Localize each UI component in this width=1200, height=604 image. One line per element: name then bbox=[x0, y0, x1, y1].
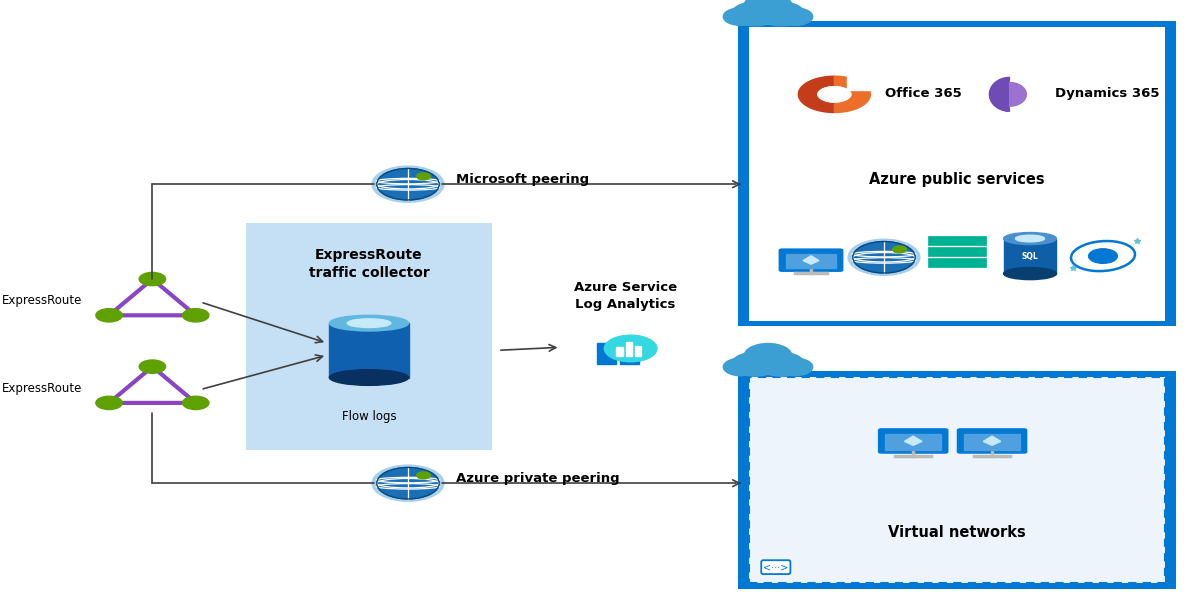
Ellipse shape bbox=[329, 370, 408, 385]
Polygon shape bbox=[983, 436, 1001, 445]
Circle shape bbox=[848, 239, 920, 275]
Bar bbox=[929, 258, 986, 267]
Circle shape bbox=[744, 344, 792, 367]
FancyBboxPatch shape bbox=[878, 428, 948, 454]
Ellipse shape bbox=[329, 315, 408, 331]
FancyBboxPatch shape bbox=[956, 428, 1027, 454]
Circle shape bbox=[605, 335, 656, 362]
Circle shape bbox=[732, 352, 779, 376]
Text: Dynamics 365: Dynamics 365 bbox=[1055, 86, 1159, 100]
Bar bbox=[617, 347, 623, 356]
Text: Virtual networks: Virtual networks bbox=[888, 525, 1026, 540]
Bar bbox=[598, 354, 617, 364]
Bar bbox=[619, 354, 638, 364]
Circle shape bbox=[757, 352, 804, 376]
Bar bbox=[929, 247, 986, 256]
Circle shape bbox=[372, 166, 444, 202]
Circle shape bbox=[139, 360, 166, 373]
Text: ExpressRoute: ExpressRoute bbox=[2, 294, 82, 307]
Circle shape bbox=[1088, 249, 1117, 263]
Circle shape bbox=[732, 2, 779, 26]
Bar bbox=[1003, 239, 1056, 274]
Circle shape bbox=[372, 465, 444, 501]
Circle shape bbox=[182, 309, 209, 322]
Circle shape bbox=[377, 467, 439, 499]
Circle shape bbox=[724, 358, 758, 376]
Text: Azure Service
Log Analytics: Azure Service Log Analytics bbox=[574, 281, 677, 311]
Circle shape bbox=[778, 8, 812, 25]
Text: Azure public services: Azure public services bbox=[869, 172, 1045, 187]
Circle shape bbox=[893, 246, 906, 253]
Text: ExpressRoute: ExpressRoute bbox=[2, 382, 82, 395]
Polygon shape bbox=[803, 255, 818, 264]
Text: SQL: SQL bbox=[1021, 251, 1038, 260]
Circle shape bbox=[778, 358, 812, 376]
Ellipse shape bbox=[1003, 268, 1056, 280]
Bar bbox=[598, 343, 617, 353]
Circle shape bbox=[744, 0, 792, 17]
Circle shape bbox=[96, 309, 122, 322]
Circle shape bbox=[416, 472, 431, 479]
Text: Flow logs: Flow logs bbox=[342, 410, 396, 423]
Circle shape bbox=[182, 396, 209, 410]
Polygon shape bbox=[905, 436, 922, 445]
Bar bbox=[786, 254, 836, 268]
Bar bbox=[619, 343, 638, 353]
Bar bbox=[964, 434, 1020, 450]
Ellipse shape bbox=[347, 319, 391, 327]
Circle shape bbox=[853, 242, 916, 273]
Circle shape bbox=[820, 86, 850, 102]
Text: Microsoft peering: Microsoft peering bbox=[456, 173, 589, 186]
Text: <···>: <···> bbox=[763, 562, 788, 572]
Bar bbox=[886, 434, 941, 450]
Text: Azure private peering: Azure private peering bbox=[456, 472, 619, 485]
Text: ExpressRoute
traffic collector: ExpressRoute traffic collector bbox=[308, 248, 430, 280]
Circle shape bbox=[377, 169, 439, 200]
Bar bbox=[246, 223, 492, 450]
Bar bbox=[929, 236, 986, 245]
FancyBboxPatch shape bbox=[749, 377, 1165, 583]
Polygon shape bbox=[990, 77, 1009, 111]
Circle shape bbox=[139, 272, 166, 286]
Circle shape bbox=[96, 396, 122, 410]
Bar bbox=[329, 323, 408, 378]
Ellipse shape bbox=[1003, 233, 1056, 245]
Text: Office 365: Office 365 bbox=[884, 86, 961, 100]
FancyBboxPatch shape bbox=[738, 371, 1176, 589]
FancyBboxPatch shape bbox=[738, 21, 1176, 326]
Polygon shape bbox=[847, 74, 874, 90]
Polygon shape bbox=[834, 76, 870, 112]
Bar bbox=[625, 342, 631, 356]
Circle shape bbox=[724, 8, 758, 25]
Bar bbox=[635, 346, 641, 356]
Circle shape bbox=[757, 2, 804, 26]
FancyBboxPatch shape bbox=[749, 27, 1165, 321]
Circle shape bbox=[416, 173, 431, 180]
Circle shape bbox=[605, 335, 656, 362]
Polygon shape bbox=[1009, 83, 1026, 106]
FancyBboxPatch shape bbox=[779, 248, 844, 272]
Ellipse shape bbox=[1015, 235, 1044, 242]
Polygon shape bbox=[798, 76, 834, 112]
